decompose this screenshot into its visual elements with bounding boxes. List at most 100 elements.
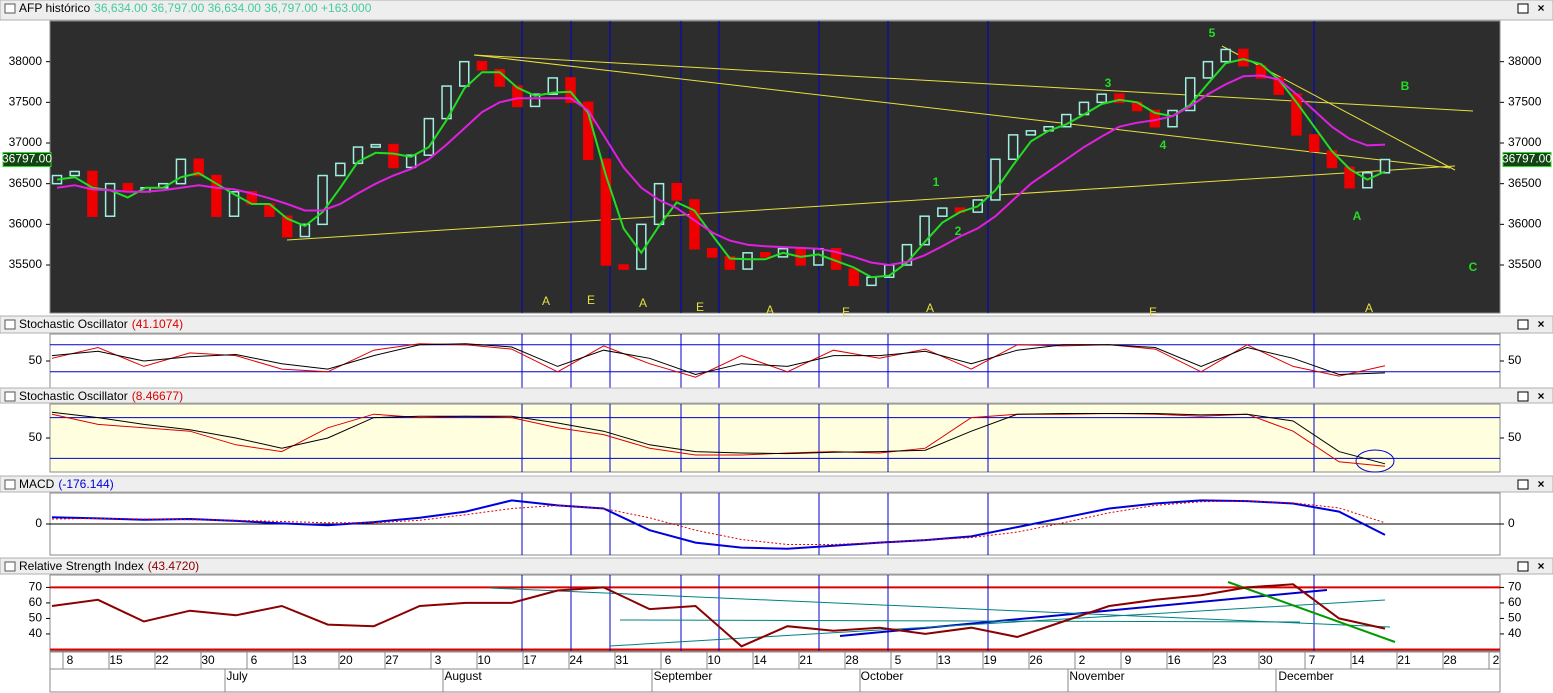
candle-up [813,247,824,266]
maximize-button [1517,319,1529,330]
candle-down [1238,48,1249,67]
rsi-trend-line [609,599,1386,647]
x-tick-label: 24 [569,653,583,667]
candle-up [370,143,381,148]
panel-icon [4,479,16,490]
moving-average [56,58,1386,279]
candle-up [228,191,240,217]
candle-up [1096,93,1107,104]
x-tick-label: 22 [155,653,169,667]
x-tick-label: 6 [665,653,672,667]
panel-icon [4,391,16,402]
month-label: July [226,669,247,683]
candle-down [1291,93,1302,136]
candle-up [1202,60,1214,79]
x-tick-label: 28 [845,653,859,667]
plot-area [49,20,1501,314]
candle-down [281,215,293,238]
cycle-label: E [842,305,850,319]
x-tick-label: 10 [477,653,491,667]
candle-down [211,174,222,217]
x-tick-label: 5 [895,653,902,667]
y-tick-label-right: 36500 [1508,176,1542,190]
price-tag-box-right [1502,152,1552,168]
y-tick-label: 37000 [9,135,43,149]
maximize-button [1517,561,1529,572]
panel-title-value: (8.46677) [132,389,183,403]
indicator-line [51,411,1386,465]
cycle-label: A [926,301,934,315]
rsi-trend-line [1227,581,1396,643]
candle-up [1007,134,1019,161]
candle-down [706,247,718,258]
candle-up [1379,158,1391,174]
y-tick-label-right: 37500 [1508,95,1542,109]
y-tick-label: 40 [29,626,43,640]
panel-title-bar [0,387,1553,404]
candle-up [1167,109,1178,128]
x-tick-label: 9 [1125,653,1132,667]
y-tick-label-right: 60 [1508,595,1522,609]
candle-up [901,243,913,266]
x-tick-label: 10 [707,653,721,667]
cycle-label: E [1149,305,1157,319]
x-tick-label: 16 [1167,653,1181,667]
y-tick-label-right: 38000 [1508,54,1542,68]
candle-down [512,85,523,108]
candle-up [742,252,753,270]
indicator-line [51,499,1386,550]
price-tag: 36797.00 [2,152,52,166]
y-tick-label-right: 50 [1508,353,1522,367]
panel-title-value: 36,634.00 36,797.00 36,634.00 36,797.00 … [94,1,372,15]
candle-down [1114,93,1125,104]
y-tick-label: 37500 [9,95,43,109]
candle-up [1220,48,1231,63]
x-tick-label: 15 [109,653,123,667]
panel-title-bar [0,0,1553,21]
plot-area [49,333,1501,389]
month-label: December [1278,669,1333,683]
candle-up [866,276,877,287]
panel-title-bar [0,557,1553,575]
close-button: × [1537,389,1544,403]
x-tick-label: 13 [293,653,307,667]
panel-title: Stochastic Oscillator [19,389,128,403]
candle-up [175,158,187,185]
y-tick-label: 60 [29,595,43,609]
month-label: August [444,669,482,683]
y-tick-label-right: 36000 [1508,217,1542,231]
candle-up [104,182,116,217]
x-tick-label: 14 [753,653,767,667]
candle-up [919,215,930,246]
x-tick-label: 30 [201,653,215,667]
y-tick-label: 50 [29,353,43,367]
candle-down [760,252,771,258]
y-tick-label: 50 [29,611,43,625]
y-tick-label: 36500 [9,176,43,190]
y-tick-label: 50 [29,430,43,444]
month-label: September [654,669,713,683]
trend-line [286,165,1456,241]
panel-title-value: (41.1074) [132,317,183,331]
wave-label: A [1353,209,1362,223]
x-tick-label: 6 [251,653,258,667]
y-tick-label: 0 [35,516,42,530]
x-tick-label: 8 [67,653,74,667]
y-tick-label: 36000 [9,217,43,231]
cycle-label: A [1365,301,1373,315]
panel-title-bar [0,475,1553,493]
x-tick-label: 21 [799,653,813,667]
wave-label: 1 [933,175,940,189]
x-tick-label: 26 [1029,653,1043,667]
maximize-button [1517,479,1529,490]
wave-label: 4 [1160,138,1167,152]
candle-up [1061,113,1072,128]
panel-title: Relative Strength Index [19,559,144,573]
x-tick-label: 19 [983,653,997,667]
panel-title: AFP histórico [19,1,90,15]
candle-up [405,154,417,169]
panel-icon [4,319,16,330]
cycle-label: E [587,293,595,307]
candle-up [547,77,559,95]
candle-down [600,158,612,266]
